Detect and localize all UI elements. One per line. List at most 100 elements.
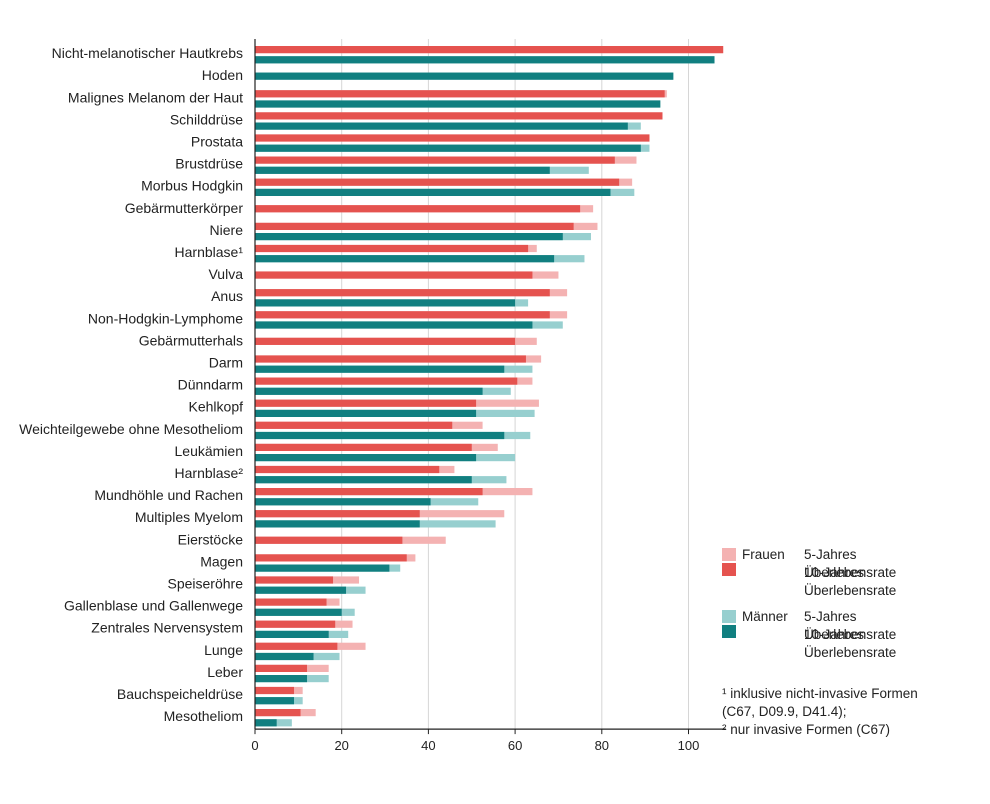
bar-maenner-10-8	[255, 233, 563, 241]
category-label: Malignes Melanom der Haut	[68, 89, 243, 105]
legend-swatch-maenner-10	[722, 625, 736, 638]
bar-maenner-10-5	[255, 166, 550, 174]
bar-maenner-10-24	[255, 586, 347, 594]
bar-frauen-10-5	[255, 156, 615, 164]
category-label: Vulva	[208, 266, 243, 282]
bar-maenner-10-28	[255, 675, 308, 683]
legend-label-maenner-10: 10-Jahres Überlebensrate	[804, 627, 897, 660]
bar-frauen-10-25	[255, 598, 327, 606]
bar-maenner-10-18	[255, 454, 477, 462]
category-label: Niere	[210, 222, 244, 238]
legend-label-frauen-10: 10-Jahres Überlebensrate	[804, 565, 897, 598]
bar-maenner-10-29	[255, 697, 295, 705]
category-label: Prostata	[191, 133, 243, 149]
legend-swatch-maenner-5	[722, 610, 736, 623]
category-label: Schilddrüse	[170, 111, 243, 127]
x-tick-label: 60	[508, 738, 522, 753]
bar-frauen-10-15	[255, 377, 518, 385]
bar-frauen-10-11	[255, 289, 550, 297]
bar-frauen-10-16	[255, 399, 477, 407]
bar-frauen-10-27	[255, 642, 338, 650]
bar-maenner-10-16	[255, 409, 477, 417]
bar-frauen-10-12	[255, 311, 550, 319]
category-label: Brustdrüse	[175, 156, 243, 172]
bar-frauen-10-4	[255, 134, 650, 142]
bar-maenner-10-23	[255, 564, 390, 572]
bar-frauen-10-10	[255, 271, 533, 279]
footnote-line-1: ¹ inklusive nicht-invasive Formen	[722, 686, 918, 701]
bar-frauen-10-6	[255, 178, 620, 186]
category-label: Nicht-melanotischer Hautkrebs	[52, 45, 243, 61]
bar-maenner-10-30	[255, 719, 277, 727]
legend-label-maenner-5: 5-Jahres Überlebensrate	[804, 609, 897, 642]
x-tick-label: 100	[678, 738, 700, 753]
x-tick-label: 0	[251, 738, 258, 753]
legend-label-frauen-5: 5-Jahres Überlebensrate	[804, 547, 897, 580]
category-label: Mundhöhle und Rachen	[94, 487, 243, 503]
bar-maenner-10-3	[255, 122, 628, 130]
bar-frauen-10-18	[255, 443, 472, 451]
category-label: Multiples Myelom	[135, 509, 243, 525]
bar-maenner-10-25	[255, 608, 342, 616]
bar-maenner-10-21	[255, 520, 420, 528]
bar-frauen-10-7	[255, 205, 581, 213]
bar-maenner-10-2	[255, 100, 661, 108]
category-label: Harnblase²	[175, 465, 244, 481]
category-label: Zentrales Nervensystem	[91, 620, 243, 636]
footnotes: ¹ inklusive nicht-invasive Formen (C67, …	[722, 685, 982, 739]
bar-frauen-10-30	[255, 709, 301, 717]
category-label: Leber	[207, 664, 243, 680]
bar-frauen-10-17	[255, 421, 453, 429]
category-label: Harnblase¹	[175, 244, 244, 260]
bar-frauen-10-26	[255, 620, 336, 628]
x-tick-label: 80	[595, 738, 609, 753]
bar-frauen-10-19	[255, 465, 440, 474]
legend-label-frauen: Frauen	[742, 547, 785, 562]
category-label: Gebärmutterhals	[139, 332, 243, 348]
bar-frauen-10-2	[255, 90, 665, 98]
bar-maenner-10-14	[255, 365, 505, 373]
bar-frauen-10-8	[255, 222, 574, 230]
bar-maenner-10-6	[255, 188, 611, 196]
bar-frauen-10-9	[255, 244, 529, 253]
bar-frauen-10-28	[255, 664, 308, 672]
legend-swatch-frauen-10	[722, 563, 736, 576]
category-label: Darm	[209, 354, 243, 370]
bar-maenner-10-1	[255, 72, 674, 80]
x-tick-label: 40	[421, 738, 435, 753]
bar-maenner-10-0	[255, 56, 715, 64]
bar-frauen-10-14	[255, 355, 526, 363]
bar-frauen-10-0	[255, 46, 724, 54]
footnote-line-3: ² nur invasive Formen (C67)	[722, 722, 891, 737]
bar-frauen-10-20	[255, 488, 483, 496]
category-label: Mesotheliom	[164, 708, 243, 724]
legend-label-maenner: Männer	[742, 609, 788, 624]
category-label: Non-Hodgkin-Lymphome	[88, 310, 243, 326]
category-label: Leukämien	[175, 443, 244, 459]
bar-maenner-10-9	[255, 255, 555, 263]
category-label: Hoden	[202, 67, 243, 83]
bar-maenner-10-4	[255, 144, 641, 152]
category-label: Lunge	[204, 642, 243, 658]
bar-maenner-10-26	[255, 630, 329, 638]
category-label: Kehlkopf	[189, 399, 244, 415]
category-label: Magen	[200, 553, 243, 569]
bar-maenner-10-20	[255, 498, 431, 506]
category-label: Weichteilgewebe ohne Mesotheliom	[19, 421, 243, 437]
category-label: Eierstöcke	[178, 531, 244, 547]
bar-frauen-10-29	[255, 686, 295, 695]
category-label: Speiseröhre	[168, 575, 244, 591]
category-label: Gallenblase und Gallenwege	[64, 598, 243, 614]
bar-maenner-10-27	[255, 652, 314, 661]
bar-maenner-10-15	[255, 387, 483, 395]
bar-maenner-10-12	[255, 321, 533, 329]
category-label: Gebärmutterkörper	[125, 200, 244, 216]
category-label: Bauchspeicheldrüse	[117, 686, 243, 702]
bar-frauen-10-13	[255, 337, 516, 345]
legend-swatch-frauen-5	[722, 548, 736, 561]
bar-frauen-10-23	[255, 554, 407, 562]
bar-frauen-10-24	[255, 576, 334, 584]
category-label: Dünndarm	[178, 377, 243, 393]
category-label: Anus	[211, 288, 243, 304]
